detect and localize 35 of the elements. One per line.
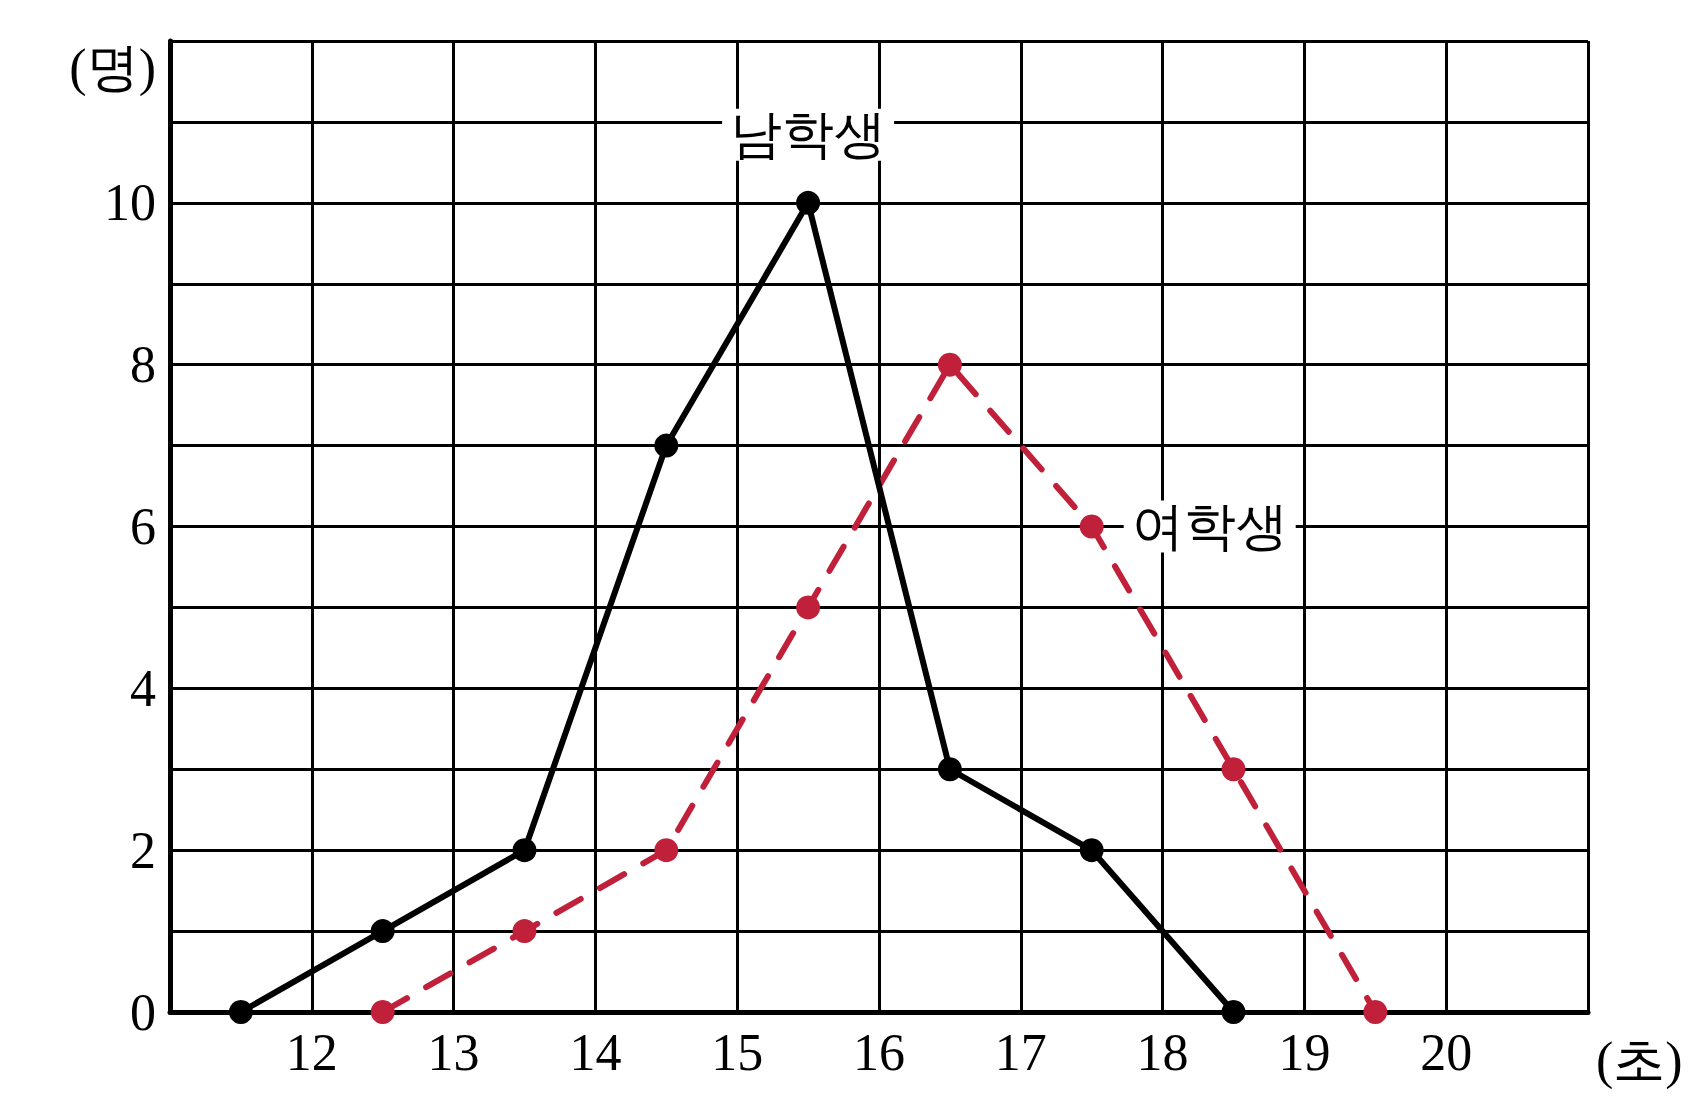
point (796, 595, 821, 620)
point (1221, 757, 1246, 782)
x-tick-label: 13 (427, 1023, 480, 1081)
x-tick-label: 16 (853, 1023, 905, 1081)
y-axis-title: (명) (69, 38, 156, 97)
x-tick-label: 19 (1278, 1023, 1331, 1081)
x-tick-label: 18 (1136, 1023, 1189, 1081)
y-tick-label: 4 (130, 659, 156, 717)
point (512, 838, 537, 863)
point (228, 1000, 253, 1024)
point (1363, 1000, 1388, 1024)
point (654, 838, 679, 863)
x-tick-label: 15 (711, 1023, 764, 1081)
x-tick-label: 14 (569, 1023, 622, 1081)
x-tick-label: 12 (285, 1023, 338, 1081)
y-tick-label: 8 (130, 336, 156, 394)
x-tick-label: 20 (1420, 1023, 1473, 1081)
point (796, 190, 821, 215)
y-tick-label: 0 (130, 983, 156, 1041)
point (937, 352, 962, 377)
x-axis-title: (초) (1596, 1031, 1683, 1090)
point (512, 919, 537, 944)
point (937, 757, 962, 782)
point (370, 919, 395, 944)
x-tick-label: 17 (994, 1023, 1047, 1081)
y-tick-label: 2 (130, 821, 156, 879)
point (1079, 514, 1104, 539)
point (1221, 1000, 1246, 1024)
point (1079, 838, 1104, 863)
point (654, 433, 679, 458)
point (370, 1000, 395, 1024)
series-label: 여학생 (1131, 498, 1288, 555)
y-tick-label: 6 (130, 498, 156, 555)
y-tick-label: 10 (104, 174, 156, 232)
series-label: 남학생 (730, 106, 887, 164)
